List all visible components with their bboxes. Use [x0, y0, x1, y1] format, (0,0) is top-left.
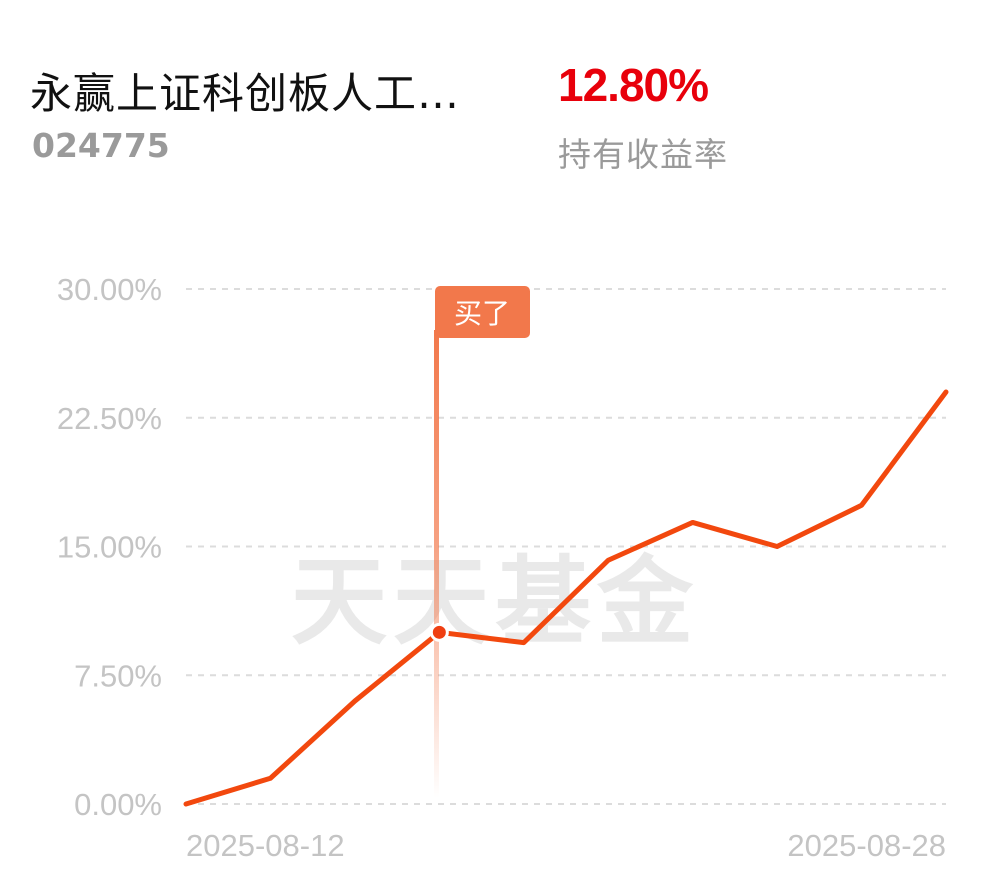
y-tick-label: 30.00%	[57, 272, 162, 307]
buy-marker-stem	[434, 330, 439, 798]
holding-return-label: 持有收益率	[558, 135, 728, 174]
holding-return-value: 12.80%	[558, 59, 709, 111]
buy-marker-flag	[435, 286, 530, 338]
y-tick-label: 22.50%	[57, 401, 162, 436]
buy-marker-label: 买了	[454, 297, 510, 330]
y-axis-ticks: 0.00% 7.50% 15.00% 22.50% 30.00%	[57, 272, 162, 822]
fund-code: 024775	[32, 126, 170, 165]
y-tick-label: 7.50%	[74, 658, 162, 693]
series-line	[183, 389, 949, 807]
x-tick-label: 2025-08-12	[186, 828, 345, 863]
buy-marker: 买了	[434, 286, 530, 798]
y-tick-label: 15.00%	[57, 530, 162, 565]
y-tick-label: 0.00%	[74, 787, 162, 822]
buy-point	[429, 622, 449, 642]
x-axis-ticks: 2025-08-12 2025-08-28	[186, 828, 946, 863]
fund-name: 永赢上证科创板人工…	[30, 69, 461, 118]
x-tick-label: 2025-08-28	[787, 828, 946, 863]
